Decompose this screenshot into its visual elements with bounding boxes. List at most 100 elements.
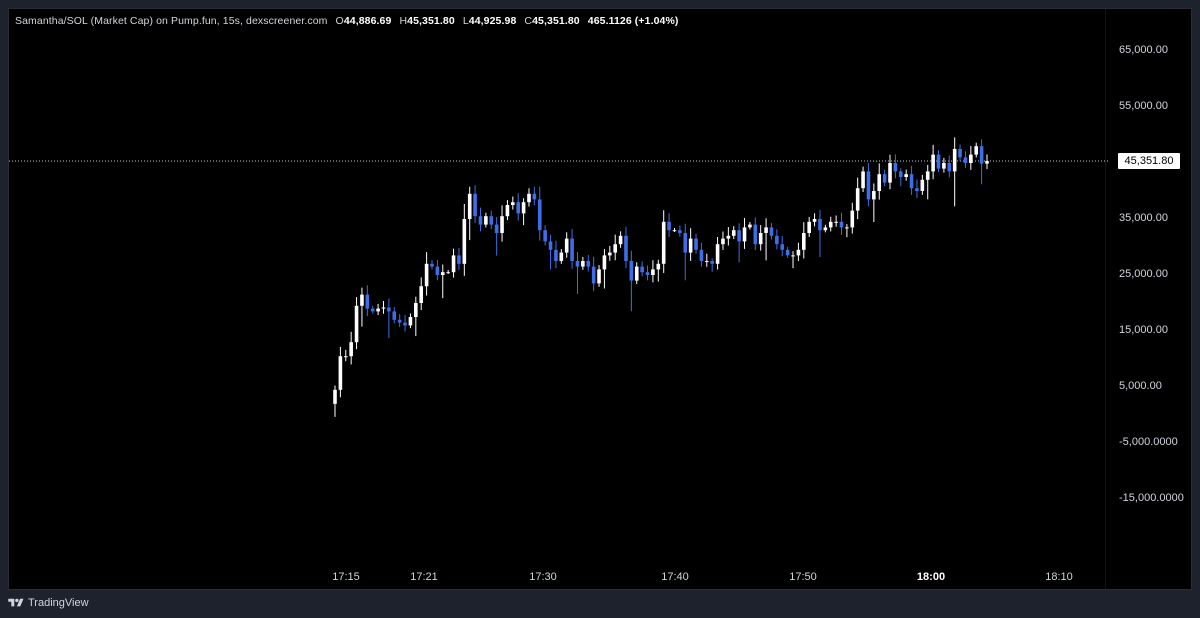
candle: [532, 186, 537, 206]
x-tick-label: 18:00: [916, 571, 946, 583]
candle-body: [818, 219, 822, 231]
candle: [349, 331, 353, 365]
candle-body: [511, 202, 515, 205]
candle: [457, 247, 461, 270]
candle-body: [376, 308, 380, 312]
chart-legend: Samantha/SOL (Market Cap) on Pump.fun, 1…: [15, 15, 679, 27]
candle: [624, 226, 628, 269]
candle-body: [408, 317, 413, 326]
candle-body: [343, 356, 348, 358]
candle-body: [845, 227, 849, 229]
candle: [721, 231, 725, 250]
candle-body: [586, 261, 591, 267]
candle: [521, 198, 526, 226]
candle-body: [414, 303, 418, 317]
candle-body: [397, 319, 402, 323]
candle: [845, 224, 849, 238]
candle-body: [909, 174, 914, 189]
candle-body: [478, 216, 483, 225]
candle-body: [925, 171, 930, 180]
x-tick-label: 17:40: [661, 571, 689, 583]
candle-body: [699, 249, 704, 261]
tradingview-branding[interactable]: TradingView: [8, 597, 89, 609]
chart-plot[interactable]: [9, 9, 1191, 589]
candle-body: [920, 179, 925, 191]
current-price-label: 45,351.80: [1118, 153, 1180, 170]
legend-low-value: 44,925.98: [468, 15, 517, 27]
candle: [537, 186, 542, 241]
candle: [618, 231, 623, 248]
candle-body: [581, 261, 585, 267]
candle-body: [801, 233, 806, 250]
candle: [850, 202, 855, 234]
candle-body: [521, 202, 526, 214]
candle: [376, 303, 380, 316]
candle-body: [915, 188, 919, 191]
candle-body: [985, 161, 989, 164]
candle: [801, 222, 806, 259]
candle-body: [872, 191, 876, 200]
y-tick-label: -5,000.0000: [1119, 436, 1178, 448]
y-tick-label: -15,000.0000: [1119, 492, 1184, 504]
chart-frame[interactable]: Samantha/SOL (Market Cap) on Pump.fun, 1…: [8, 8, 1192, 590]
candle: [748, 221, 752, 230]
candle-body: [710, 261, 714, 264]
x-tick-label: 17:30: [529, 571, 557, 583]
candle: [656, 259, 661, 282]
candle: [575, 251, 580, 294]
candle-body: [618, 235, 623, 245]
candle: [915, 179, 919, 198]
candle: [855, 177, 860, 220]
candle: [823, 224, 828, 233]
candle: [651, 260, 655, 283]
candle-body: [446, 272, 450, 274]
legend-low-key: L: [462, 15, 469, 27]
candle: [936, 150, 941, 173]
candle: [484, 212, 488, 228]
candle: [753, 217, 758, 250]
y-tick-label: 15,000.00: [1119, 324, 1168, 336]
candle: [591, 256, 596, 292]
candle: [882, 169, 887, 187]
candle-body: [430, 263, 434, 267]
candle-body: [494, 224, 499, 233]
candle: [705, 253, 709, 267]
candle: [839, 212, 844, 235]
candle: [710, 258, 714, 272]
candle: [462, 203, 467, 276]
candle-body: [629, 261, 634, 281]
footer-brand: TradingView: [28, 597, 89, 609]
x-tick-label: 17:50: [789, 571, 817, 583]
candle: [694, 233, 698, 254]
candle: [893, 154, 898, 179]
candle: [559, 249, 564, 264]
candle: [613, 234, 617, 261]
candle-body: [651, 269, 655, 275]
y-tick-label: 25,000.00: [1119, 268, 1168, 280]
candle: [543, 225, 547, 246]
candle-body: [672, 230, 677, 232]
candle: [446, 269, 450, 274]
candle: [979, 139, 984, 185]
candle-body: [381, 307, 386, 309]
x-tick-label: 17:21: [410, 571, 438, 583]
candle: [408, 313, 413, 329]
candle-body: [963, 157, 968, 163]
candle-body: [532, 193, 537, 200]
candle-body: [866, 171, 871, 200]
legend-change: 465.1126 (+1.04%): [587, 15, 679, 27]
candle-body: [403, 322, 407, 326]
candle-body: [775, 235, 779, 245]
candle-body: [979, 146, 984, 164]
candle-body: [715, 244, 720, 264]
candle-body: [349, 342, 353, 357]
candle-body: [473, 193, 477, 217]
legend-high-value: 45,351.80: [407, 15, 455, 27]
candle-body: [974, 146, 979, 155]
candle: [451, 248, 456, 278]
candle-body: [877, 174, 882, 191]
candle: [958, 144, 962, 162]
y-tick-label: 65,000.00: [1119, 44, 1168, 56]
candle-body: [624, 235, 628, 261]
candle-body: [931, 154, 935, 172]
